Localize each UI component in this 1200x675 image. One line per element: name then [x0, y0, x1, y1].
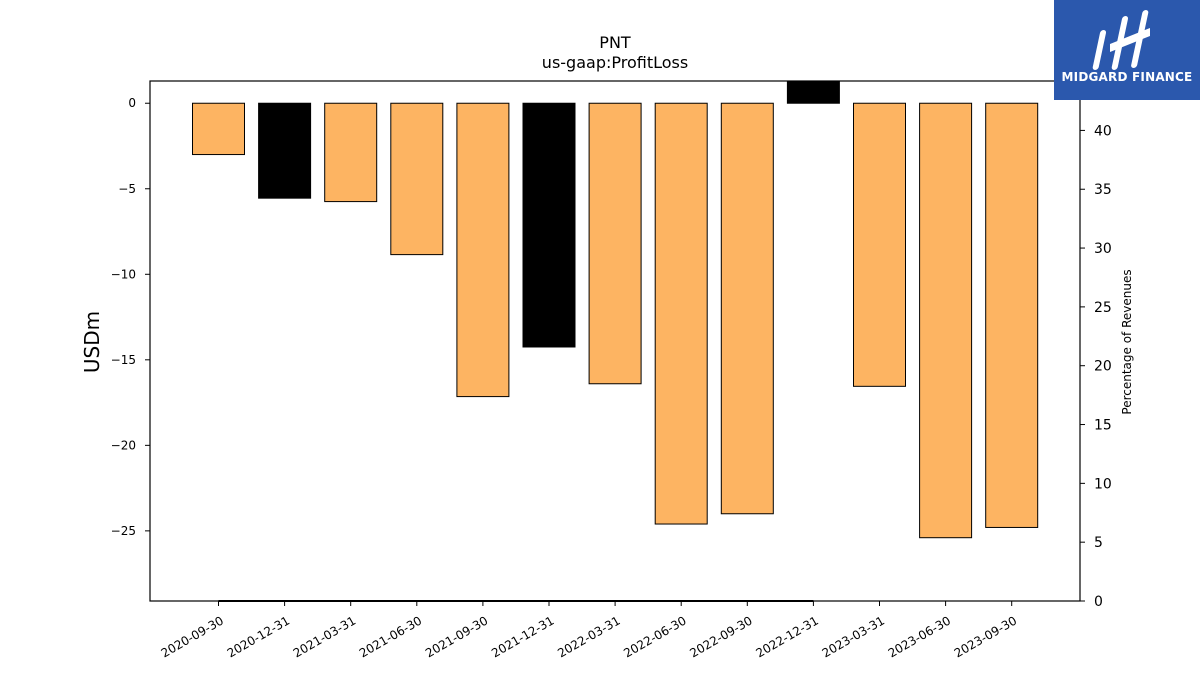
- y-tick-label: −5: [118, 182, 136, 196]
- bar: [588, 102, 642, 385]
- x-tick-label: 2021-09-30: [423, 613, 490, 660]
- x-tick-label: 2022-06-30: [621, 613, 688, 660]
- bar: [720, 102, 774, 515]
- chart-subtitle: us-gaap:ProfitLoss: [542, 53, 688, 72]
- x-tick-label: 2021-03-31: [291, 613, 358, 660]
- y2-tick-label: 25: [1094, 300, 1112, 316]
- bar: [919, 102, 973, 539]
- y2-tick-label: 5: [1094, 535, 1103, 551]
- bar: [853, 102, 906, 387]
- y-axis-label: USDm: [80, 311, 104, 373]
- bars: [192, 80, 1039, 539]
- bar: [324, 102, 378, 203]
- x-tick-label: 2023-03-31: [820, 613, 887, 660]
- x-tick-label: 2021-06-30: [357, 613, 424, 660]
- right-axis-label: Percentage of Revenues: [1120, 269, 1134, 414]
- bar: [258, 102, 312, 199]
- x-tick-label: 2022-12-31: [753, 613, 820, 660]
- bar: [654, 102, 708, 525]
- x-tick-label: 2023-06-30: [886, 613, 953, 660]
- logo-mark-icon: [1092, 10, 1150, 70]
- bar: [985, 102, 1039, 528]
- x-tick-label: 2020-12-31: [225, 613, 292, 660]
- y2-tick-label: 20: [1094, 359, 1112, 375]
- y-tick-label: 0: [128, 96, 136, 110]
- logo: MIDGARD FINANCE: [1054, 0, 1200, 100]
- bar: [192, 102, 245, 156]
- x-tick-label: 2022-03-31: [555, 613, 622, 660]
- bar: [522, 102, 576, 348]
- chart-title: PNT: [599, 33, 631, 52]
- y-tick-label: −20: [111, 438, 136, 452]
- x-tick-label: 2022-09-30: [687, 613, 754, 660]
- logo-text: MIDGARD FINANCE: [1062, 70, 1193, 84]
- bar: [786, 80, 840, 104]
- x-tick-label: 2020-09-30: [159, 613, 226, 660]
- x-tick-label: 2023-09-30: [952, 613, 1019, 660]
- bar: [390, 102, 444, 256]
- logo-background: [1054, 0, 1200, 100]
- y2-tick-label: 10: [1094, 476, 1112, 492]
- bar: [456, 102, 510, 398]
- y-tick-label: −10: [111, 267, 136, 281]
- y2-tick-label: 0: [1094, 594, 1103, 610]
- y2-tick-label: 35: [1094, 182, 1112, 198]
- x-tick-label: 2021-12-31: [489, 613, 556, 660]
- y2-tick-label: 40: [1094, 123, 1112, 139]
- y-tick-label: −15: [111, 353, 136, 367]
- y-tick-label: −25: [111, 524, 136, 538]
- y2-tick-label: 30: [1094, 241, 1112, 257]
- y2-tick-label: 15: [1094, 418, 1112, 434]
